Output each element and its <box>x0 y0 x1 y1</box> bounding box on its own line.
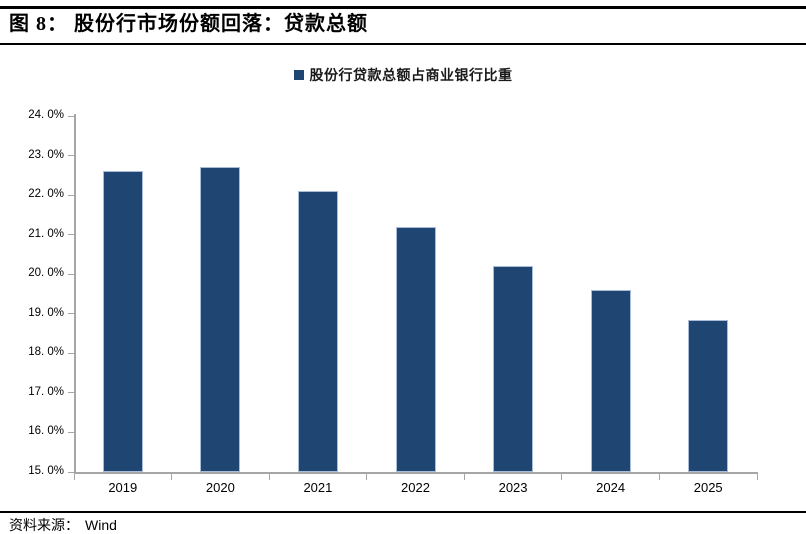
y-axis-line <box>74 114 76 474</box>
x-axis-tick <box>268 474 270 480</box>
y-axis-tick <box>68 115 74 117</box>
x-axis-tick <box>756 474 758 480</box>
title-divider <box>0 43 806 45</box>
y-axis-tick <box>68 313 74 315</box>
y-axis-tick-label: 15. 0% <box>28 465 64 477</box>
y-axis-tick <box>68 392 74 394</box>
x-axis-label-2019: 2019 <box>108 480 138 495</box>
bar-2022 <box>395 226 436 472</box>
footer-divider <box>0 511 806 513</box>
bar-2021 <box>297 191 338 472</box>
top-divider <box>0 6 806 9</box>
y-axis-tick <box>68 352 74 354</box>
x-axis-line <box>74 472 758 474</box>
bar-2020 <box>200 167 241 472</box>
y-axis-tick-label: 17. 0% <box>28 385 64 398</box>
legend-label: 股份行贷款总额占商业银行比重 <box>309 67 513 83</box>
x-axis-tick <box>73 474 75 480</box>
y-axis-tick-label: 23. 0% <box>28 148 64 161</box>
bar-2023 <box>493 266 534 472</box>
y-axis-tick <box>68 234 74 236</box>
x-axis-tick <box>366 474 368 480</box>
figure-title: 图 8： 股份行市场份额回落：贷款总额 <box>9 11 799 37</box>
x-axis-label-2021: 2021 <box>303 480 333 495</box>
source-note: 资料来源： Wind <box>9 515 799 534</box>
y-axis-tick <box>68 471 74 473</box>
x-axis-label-2025: 2025 <box>693 480 723 495</box>
x-axis-tick <box>658 474 660 480</box>
y-axis-tick-label: 20. 0% <box>28 267 64 280</box>
x-axis-label-2022: 2022 <box>401 480 430 495</box>
x-axis-tick <box>561 474 563 480</box>
figure-label: 图 8： <box>9 13 68 35</box>
legend-marker-icon <box>293 70 304 80</box>
x-axis-label-2023: 2023 <box>498 480 528 495</box>
x-axis-tick <box>171 474 173 480</box>
y-axis-tick <box>68 431 74 433</box>
y-axis-tick-label: 16. 0% <box>28 425 64 438</box>
y-axis-tick-label: 24. 0% <box>28 109 64 121</box>
chart-legend: 股份行贷款总额占商业银行比重 <box>0 65 806 85</box>
bar-2019 <box>102 171 143 472</box>
y-axis-tick <box>68 273 74 275</box>
y-axis-tick <box>68 194 74 196</box>
source-value: Wind <box>85 517 117 533</box>
y-axis-tick <box>68 155 74 157</box>
y-axis-tick-label: 22. 0% <box>28 188 64 201</box>
figure-title-text: 股份行市场份额回落：贷款总额 <box>74 13 368 35</box>
y-axis-tick-label: 19. 0% <box>28 306 64 319</box>
source-prefix: 资料来源： <box>9 519 79 534</box>
x-axis-tick <box>463 474 465 480</box>
x-axis-label-2024: 2024 <box>596 480 626 495</box>
y-axis-tick-label: 18. 0% <box>28 346 64 359</box>
bar-2024 <box>590 290 631 472</box>
y-axis-tick-label: 21. 0% <box>28 227 64 240</box>
x-axis-label-2020: 2020 <box>205 480 235 495</box>
bar-2025 <box>688 319 729 472</box>
